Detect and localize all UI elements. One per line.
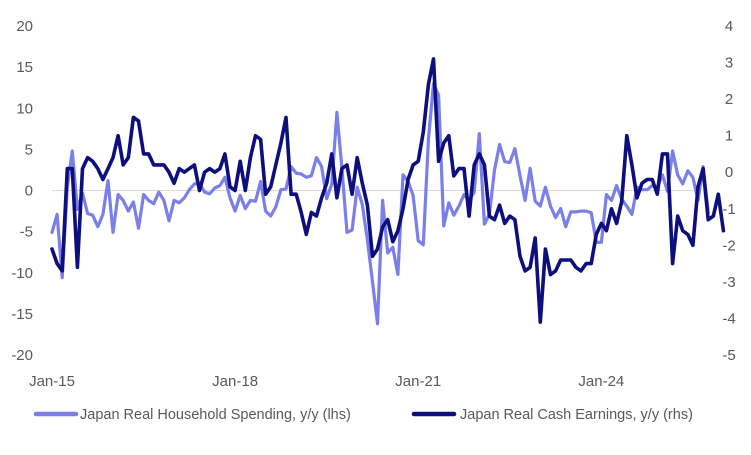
y-right-tick-label: 0 — [725, 164, 733, 181]
y-right-tick-label: -1 — [722, 201, 735, 218]
y-right-tick-label: 4 — [725, 18, 733, 35]
y-left-tick-label: 10 — [16, 100, 33, 117]
y-right-tick-label: 3 — [725, 55, 733, 72]
y-right-tick-label: -4 — [722, 310, 735, 327]
y-left-tick-label: 15 — [16, 59, 33, 76]
series-layer — [50, 57, 726, 326]
series-line-2 — [50, 57, 726, 324]
x-tick-label: Jan-18 — [212, 373, 258, 390]
x-tick-label: Jan-15 — [29, 373, 75, 390]
y-left-tick-label: 5 — [25, 141, 33, 158]
legend: Japan Real Household Spending, y/y (lhs)… — [33, 407, 693, 423]
y-left-tick-label: 20 — [16, 18, 33, 35]
y-axis-left: 20 15 10 5 0 -5 -10 -15 -20 — [11, 18, 33, 364]
y-right-tick-label: -2 — [722, 237, 735, 254]
y-right-tick-label: -5 — [722, 347, 735, 364]
y-left-tick-label: -5 — [20, 224, 33, 241]
x-axis: Jan-15 Jan-18 Jan-21 Jan-24 — [29, 373, 624, 390]
y-right-tick-label: -3 — [722, 274, 735, 291]
y-right-tick-label: 2 — [725, 91, 733, 108]
legend-label-2: Japan Real Cash Earnings, y/y (rhs) — [460, 407, 693, 423]
y-left-tick-label: -20 — [11, 347, 33, 364]
series-line-1 — [50, 81, 710, 326]
y-axis-right: 4 3 2 1 0 -1 -2 -3 -4 -5 — [722, 18, 735, 364]
y-left-tick-label: 0 — [25, 183, 33, 200]
y-left-tick-label: -10 — [11, 265, 33, 282]
y-left-tick-label: -15 — [11, 306, 33, 323]
legend-label-1: Japan Real Household Spending, y/y (lhs) — [80, 407, 351, 423]
y-right-tick-label: 1 — [725, 128, 733, 145]
x-tick-label: Jan-24 — [578, 373, 624, 390]
x-tick-label: Jan-21 — [395, 373, 441, 390]
